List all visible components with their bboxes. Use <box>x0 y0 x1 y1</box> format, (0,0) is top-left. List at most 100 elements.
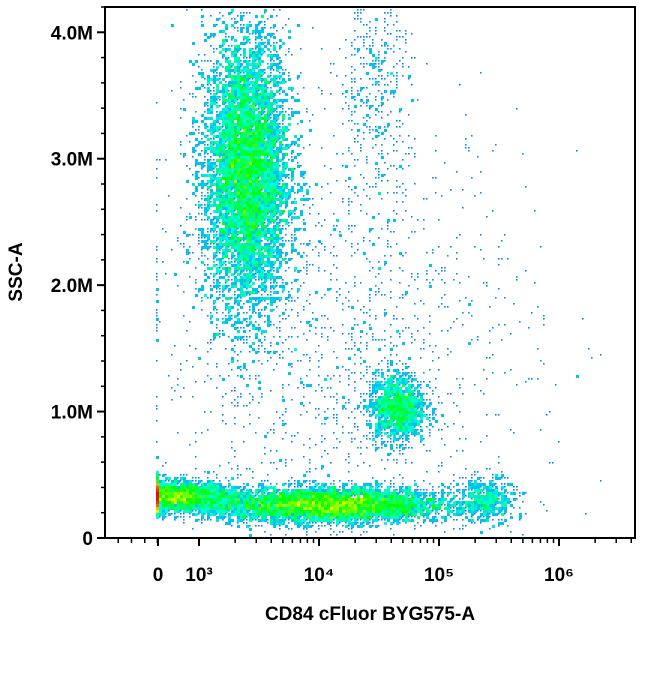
event-point <box>216 510 219 513</box>
event-point <box>255 195 258 198</box>
event-point <box>216 114 219 117</box>
event-point <box>501 495 504 498</box>
event-point <box>207 246 210 249</box>
event-point <box>264 126 267 129</box>
event-point <box>237 180 240 183</box>
event-point <box>273 153 276 156</box>
event-point <box>252 309 255 312</box>
event-point <box>186 135 188 137</box>
event-point <box>279 507 282 510</box>
event-point <box>216 273 218 275</box>
event-point <box>258 492 260 494</box>
event-point <box>267 222 270 225</box>
event-point <box>300 213 303 216</box>
event-point <box>285 258 287 260</box>
event-point <box>492 210 494 212</box>
event-point <box>264 516 267 519</box>
event-point <box>327 288 330 291</box>
event-point <box>285 129 288 132</box>
event-point <box>402 423 405 426</box>
event-point <box>270 516 273 519</box>
event-point <box>228 180 231 183</box>
event-point <box>285 138 288 141</box>
event-point <box>297 270 300 273</box>
event-point <box>249 195 252 198</box>
event-point <box>216 489 219 492</box>
event-point <box>264 288 267 291</box>
event-point <box>453 498 455 500</box>
event-point <box>159 507 162 510</box>
event-point <box>267 153 270 156</box>
event-point <box>291 252 293 254</box>
event-point <box>393 420 395 422</box>
event-point <box>183 153 186 156</box>
event-point <box>294 513 297 516</box>
event-point <box>291 219 293 221</box>
event-point <box>258 312 261 315</box>
event-point <box>471 480 473 482</box>
event-point <box>201 504 204 507</box>
event-point <box>210 174 213 177</box>
event-point <box>255 114 258 117</box>
event-point <box>279 87 282 90</box>
event-point <box>192 513 195 516</box>
event-point <box>423 513 426 516</box>
event-point <box>246 267 249 270</box>
event-point <box>420 414 423 417</box>
event-point <box>417 486 419 488</box>
event-point <box>285 186 288 189</box>
event-point <box>249 291 252 294</box>
event-point <box>216 492 219 495</box>
event-point <box>291 96 294 99</box>
event-point <box>231 219 234 222</box>
event-point <box>162 495 165 498</box>
event-point <box>201 261 204 264</box>
event-point <box>195 486 198 489</box>
event-point <box>252 177 255 180</box>
event-point <box>276 258 279 261</box>
event-point <box>225 303 228 306</box>
event-point <box>477 477 480 480</box>
event-point <box>207 483 210 486</box>
event-point <box>336 366 339 369</box>
event-point <box>231 102 234 105</box>
event-point <box>168 507 171 510</box>
event-point <box>246 204 249 207</box>
event-point <box>228 495 231 498</box>
event-point <box>390 378 393 381</box>
event-point <box>246 105 249 108</box>
event-point <box>285 252 288 255</box>
event-point <box>237 360 239 362</box>
event-point <box>246 135 249 138</box>
event-point <box>213 81 216 84</box>
event-point <box>213 126 216 129</box>
event-point <box>438 504 441 507</box>
event-point <box>408 378 410 380</box>
event-point <box>405 444 407 446</box>
event-point <box>432 486 434 488</box>
event-point <box>375 144 377 146</box>
event-point <box>402 57 404 59</box>
event-point <box>276 30 278 32</box>
event-point <box>216 60 219 63</box>
event-point <box>300 516 302 518</box>
event-point <box>333 516 336 519</box>
event-point <box>429 414 431 416</box>
event-point <box>345 507 348 510</box>
event-point <box>327 498 330 501</box>
event-point <box>177 483 179 485</box>
event-point <box>489 504 492 507</box>
event-point <box>270 27 272 29</box>
event-point <box>360 174 362 176</box>
event-point <box>258 90 260 92</box>
event-point <box>231 63 234 66</box>
event-point <box>210 267 213 270</box>
event-point <box>246 495 249 498</box>
event-point <box>420 429 423 432</box>
event-point <box>381 132 384 135</box>
event-point <box>405 39 407 41</box>
event-point <box>342 507 345 510</box>
event-point <box>231 207 234 210</box>
event-point <box>384 513 387 516</box>
event-point <box>486 516 489 519</box>
